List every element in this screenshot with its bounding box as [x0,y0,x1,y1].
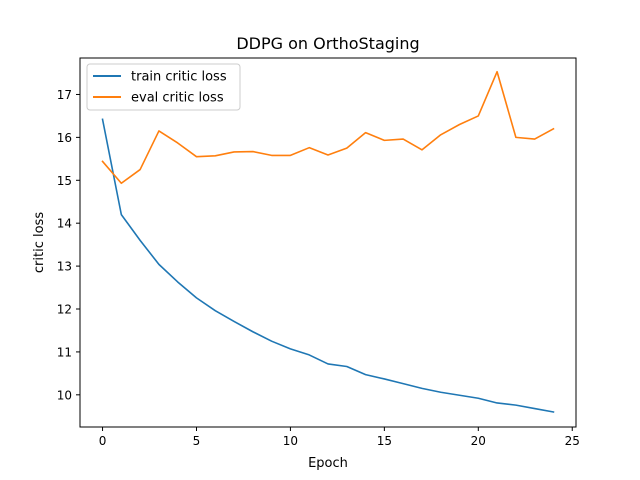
x-tick-label: 0 [99,434,107,448]
x-tick-label: 5 [193,434,201,448]
legend-label-train: train critic loss [131,70,227,85]
y-tick-label: 13 [57,260,72,274]
y-tick-label: 11 [57,345,72,359]
y-tick-label: 10 [57,388,72,402]
legend-box [86,63,241,111]
legend: train critic loss eval critic loss [86,63,241,111]
y-tick-label: 15 [57,174,72,188]
x-axis-label: Epoch [308,456,348,471]
x-tick-label: 10 [283,434,298,448]
plot-frame [79,57,577,428]
x-axis: 0 5 10 15 20 25 [99,427,580,448]
x-tick-label: 20 [471,434,486,448]
legend-label-eval: eval critic loss [131,91,224,106]
x-tick-label: 15 [377,434,392,448]
y-tick-label: 14 [57,217,72,231]
y-tick-label: 17 [57,88,72,102]
y-tick-label: 12 [57,303,72,317]
x-tick-label: 25 [565,434,580,448]
chart-title: DDPG on OrthoStaging [236,34,419,53]
y-tick-label: 16 [57,131,72,145]
y-axis: 10 11 12 13 14 15 16 17 [57,88,80,402]
series-layer [101,70,555,413]
y-axis-label: critic loss [32,212,47,273]
